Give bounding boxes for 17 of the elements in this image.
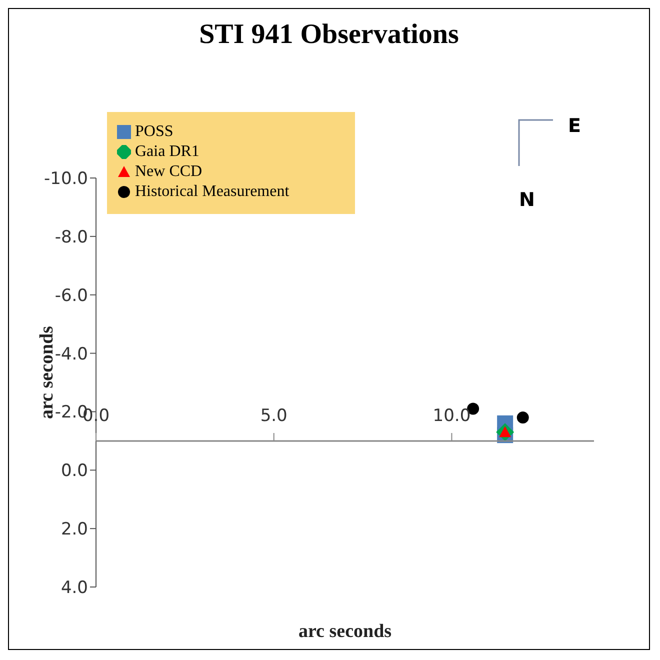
legend-label: New CCD	[135, 163, 202, 181]
text: E	[568, 115, 581, 137]
y-tick-label: -10.0	[44, 169, 88, 190]
y-tick-label: -6.0	[54, 286, 88, 306]
legend-label: POSS	[135, 123, 174, 141]
legend-label: Gaia DR1	[135, 143, 200, 161]
y-tick-label: 0.0	[60, 461, 88, 482]
y-tick-label: 4.0	[60, 578, 88, 598]
annotation: N	[519, 189, 535, 211]
y-tick-label: 2.0	[60, 520, 88, 540]
x-axis-title: arc seconds	[298, 621, 392, 642]
legend-label: Historical Measurement	[135, 183, 290, 201]
chart-title: STI 941 Observations	[198, 19, 460, 51]
x-tick-label: 10.0	[432, 406, 471, 426]
point	[516, 412, 529, 424]
y-tick-label: -8.0	[54, 227, 88, 248]
x-tick-label: 5.0	[260, 406, 288, 426]
